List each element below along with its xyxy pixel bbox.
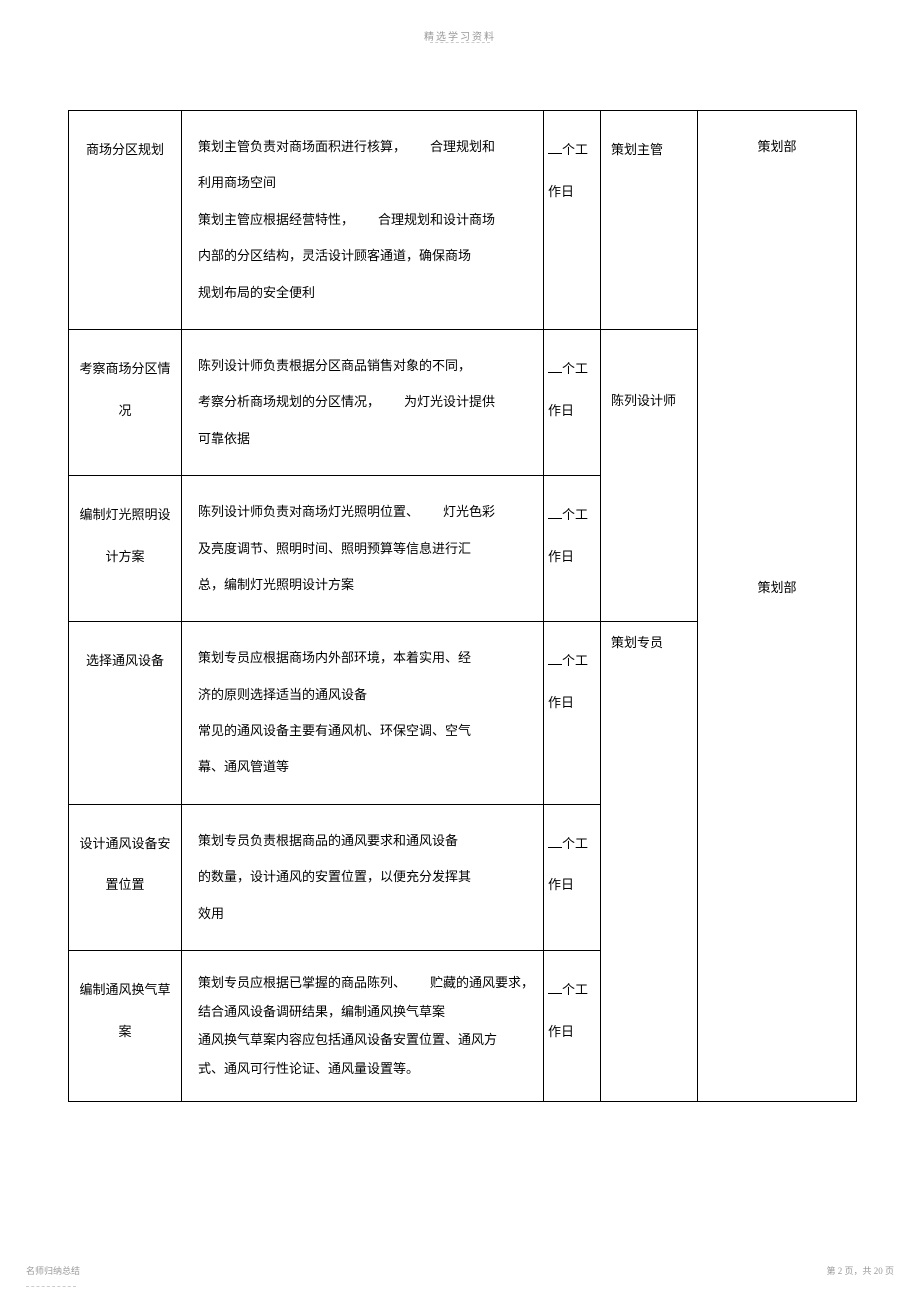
task-name: 设计通风设备安置位置 <box>69 805 181 924</box>
duration-cell: 个工作日 <box>544 805 600 924</box>
owner-cell: 陈列设计师 <box>601 330 697 440</box>
blank-fill <box>548 142 562 154</box>
task-name: 考察商场分区情况 <box>69 330 181 449</box>
workflow-table: 商场分区规划 策划主管负责对商场面积进行核算，合理规划和 利用商场空间 策划主管… <box>68 110 857 1102</box>
duration-cell: 个工作日 <box>544 622 600 741</box>
task-description: 策划主管负责对商场面积进行核算，合理规划和 利用商场空间 策划主管应根据经营特性… <box>182 111 543 329</box>
blank-fill <box>548 361 562 373</box>
owner-cell: 策划主管 <box>601 111 697 189</box>
task-description: 策划专员负责根据商品的通风要求和通风设备 的数量，设计通风的安置位置，以便充分发… <box>182 805 543 950</box>
task-description: 策划专员应根据已掌握的商品陈列、贮藏的通风要求， 结合通风设备调研结果，编制通风… <box>182 951 543 1101</box>
task-name: 编制通风换气草案 <box>69 951 181 1070</box>
task-name: 编制灯光照明设计方案 <box>69 476 181 595</box>
duration-cell: 个工作日 <box>544 476 600 595</box>
task-description: 陈列设计师负责对商场灯光照明位置、灯光色彩 及亮度调节、照明时间、照明预算等信息… <box>182 476 543 621</box>
task-description: 策划专员应根据商场内外部环境，本着实用、经 济的原则选择适当的通风设备 常见的通… <box>182 622 543 804</box>
footer-left-text: 名师归纳总结 <box>26 1264 80 1277</box>
blank-fill <box>548 507 562 519</box>
task-name: 选择通风设备 <box>69 622 181 700</box>
task-description: 陈列设计师负责根据分区商品销售对象的不同， 考察分析商场规划的分区情况，为灯光设… <box>182 330 543 475</box>
duration-cell: 个工作日 <box>544 330 600 449</box>
blank-fill <box>548 653 562 665</box>
owner-cell: 策划专员 <box>601 622 697 682</box>
task-name: 商场分区规划 <box>69 111 181 189</box>
blank-fill <box>548 836 562 848</box>
header-divider <box>430 42 490 43</box>
footer-divider <box>26 1286 76 1287</box>
footer-page-number: 第 2 页，共 20 页 <box>826 1264 894 1277</box>
duration-cell: 个工作日 <box>544 111 600 230</box>
blank-fill <box>548 982 562 994</box>
page-header-title: 精选学习资料 <box>424 28 496 43</box>
dept-cell: 策划部 策划部 <box>698 111 856 625</box>
table-row: 商场分区规划 策划主管负责对商场面积进行核算，合理规划和 利用商场空间 策划主管… <box>69 111 857 330</box>
duration-cell: 个工作日 <box>544 951 600 1070</box>
